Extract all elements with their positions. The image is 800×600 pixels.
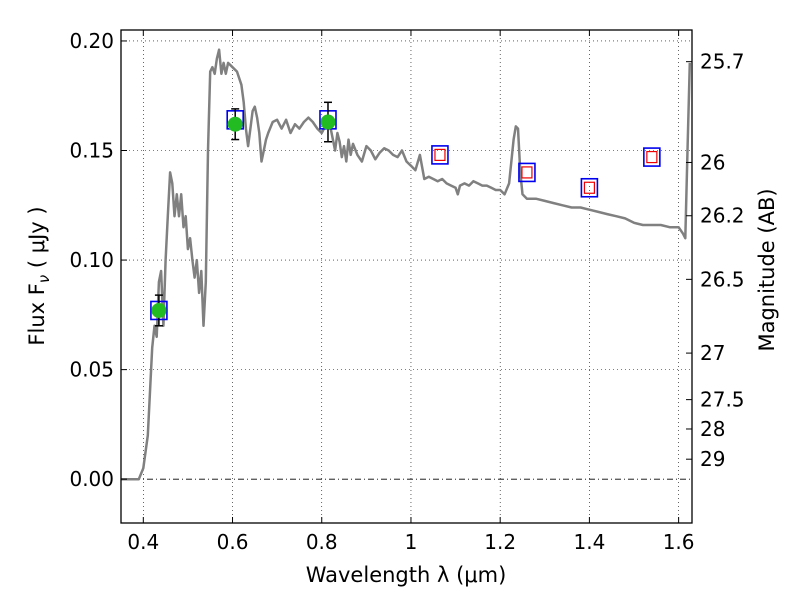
right-tick-label: 25.7 (700, 50, 745, 74)
y-axis-right-label: Magnitude (AB) (755, 188, 779, 351)
template-spectrum-line (121, 48, 692, 481)
right-tick-label: 26 (700, 150, 725, 174)
model-flux-box (643, 147, 661, 167)
x-axis-label: Wavelength λ (μm) (306, 563, 507, 587)
y-tick-label: 0.00 (69, 467, 114, 491)
observed-flux-point (151, 302, 167, 318)
plot-frame (120, 29, 693, 524)
observed-flux-point (320, 114, 336, 130)
x-tick-label: 0.6 (217, 530, 249, 554)
y-axis-right: 25.7 26 26.2 26.5 27 27.5 28 29 (686, 50, 745, 471)
right-tick-label: 26.2 (700, 204, 745, 228)
observed-flux-point (227, 116, 243, 132)
x-tick-label: 1.6 (663, 530, 695, 554)
x-tick-label: 1 (405, 530, 418, 554)
x-axis: 0.4 0.6 0.8 1 1.2 1.4 1.6 (127, 30, 695, 554)
x-tick-label: 1.4 (573, 530, 605, 554)
y-tick-label: 0.20 (69, 29, 114, 53)
right-tick-label: 27.5 (700, 388, 745, 412)
model-flux-box (431, 145, 449, 165)
series (121, 48, 692, 481)
svg-text:Flux Fν ( μJy ): Flux Fν ( μJy ) (25, 206, 53, 345)
y-tick-label: 0.15 (69, 139, 114, 163)
x-tick-label: 0.4 (127, 530, 159, 554)
predicted-flux-box (646, 150, 658, 164)
right-tick-label: 28 (700, 417, 725, 441)
model-flux-box (580, 177, 599, 198)
y-axis-left: 0.00 0.05 0.10 0.15 0.20 (69, 29, 127, 491)
model-flux-box (518, 162, 536, 183)
right-tick-label: 29 (700, 447, 725, 471)
x-tick-label: 1.2 (484, 530, 516, 554)
right-tick-label: 26.5 (700, 267, 745, 291)
y-tick-label: 0.10 (69, 248, 114, 272)
y-tick-label: 0.05 (69, 358, 114, 382)
predicted-flux-box (521, 166, 533, 179)
right-tick-label: 27 (700, 341, 725, 365)
predicted-flux-box (583, 181, 595, 194)
x-tick-label: 0.8 (306, 530, 338, 554)
predicted-flux-box (434, 148, 446, 161)
y-axis-left-label: Flux Fν ( μJy ) (25, 206, 53, 345)
